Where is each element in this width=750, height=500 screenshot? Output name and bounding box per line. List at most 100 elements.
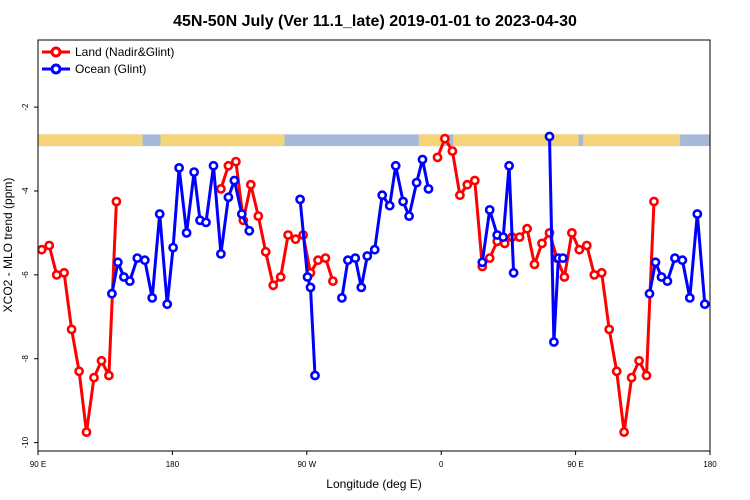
ocean-data-point [549,337,559,347]
land-data-point [313,255,323,266]
ocean-data-point [236,209,247,219]
land-data-point [230,156,241,167]
ocean-data-point [356,282,367,293]
y-tick-label: -6 [21,271,30,279]
land-data-point [454,190,465,201]
land-data-point [604,324,615,335]
ocean-data-point [508,267,519,278]
x-tick-label: 90 E [30,460,46,469]
ocean-data-point [699,299,710,310]
ocean-data-point [677,255,688,266]
ocean-series-line [548,136,563,344]
land-data-point [215,183,226,194]
ocean-data-point [244,225,255,236]
legend-land-label: Land (Nadir&Glint) [75,45,174,59]
land-data-point [268,280,279,291]
land-data-point [44,240,55,251]
ocean-series-line [298,199,317,376]
land-data-point [223,160,234,171]
land-data-point [649,196,659,207]
land-data-point [619,427,629,437]
ocean-data-point [498,232,509,242]
ocean-data-point [384,200,395,211]
land-data-point [89,372,99,383]
ocean-data-point [377,190,388,201]
land-data-point [327,276,338,286]
ocean-data-point [423,183,434,194]
map-strip-land [418,134,445,147]
ocean-data-point [662,276,673,286]
legend-land-marker [50,46,62,58]
land-data-point [38,244,47,255]
ocean-data-point [162,299,173,310]
land-data-point [514,232,525,242]
land-data-point [74,366,84,377]
land-data-point [522,223,532,234]
land-data-point [59,267,69,278]
land-data-point [104,370,114,381]
ocean-data-point [305,282,316,293]
land-data-point [484,253,495,263]
ocean-data-point [229,175,240,186]
ocean-data-point [174,162,184,173]
land-data-point [581,240,592,251]
ocean-data-point [147,292,158,303]
land-data-point [111,196,122,207]
land-data-point [432,152,443,163]
chart-title: 45N-50N July (Ver 11.1_late) 2019-01-01 … [173,13,577,30]
plot-frame [37,39,711,452]
ocean-series [107,131,710,381]
ocean-data-point [124,276,135,286]
legend-ocean-marker [50,63,62,75]
land-data-point [260,246,271,257]
land-data-point [537,238,547,249]
land-data-point [611,366,622,377]
ocean-data-point [139,255,150,266]
ocean-data-point [477,257,488,268]
y-tick-label: -8 [21,355,30,363]
axis-ticks: 90 E 180 90 W 0 90 E 180 -2 -4 -6 -8 -10 [21,103,717,469]
ocean-data-point [692,209,703,219]
ocean-data-point [404,211,414,221]
y-tick-label: -4 [21,187,30,195]
ocean-data-point [154,209,165,219]
land-data-point [641,370,652,381]
land-data-point [320,253,331,263]
series-layer [38,131,710,437]
land-data-point [290,234,301,245]
ocean-data-point [113,257,123,268]
map-strip-land [583,134,681,147]
ocean-data-point [310,370,320,381]
ocean-data-point [644,288,655,299]
ocean-data-point [558,253,568,263]
y-tick-label: -2 [21,103,30,111]
x-tick-label: 180 [166,460,180,469]
land-data-point [96,355,107,366]
legend: Land (Nadir&Glint) Ocean (Glint) [42,45,174,76]
y-axis-label: XCO2 - MLO trend (ppm) [1,178,15,313]
map-strip-ocean [38,134,710,147]
x-tick-label: 180 [703,460,717,469]
ocean-data-point [181,227,192,238]
ocean-data-point [208,160,219,171]
map-strip [38,134,710,147]
ocean-data-point [189,167,199,177]
land-data-point [81,427,92,437]
ocean-data-point [302,272,313,282]
map-strip-land [160,134,285,147]
ocean-data-point [390,160,401,171]
land-data-point [66,324,77,335]
land-data-point [567,227,577,238]
land-data-point [462,179,473,190]
ocean-data-point [336,292,347,303]
land-data-point [447,146,458,156]
ocean-data-point [650,257,661,268]
ocean-data-point [411,177,422,188]
ocean-data-point [484,204,495,215]
x-axis-label: Longitude (deg E) [326,477,421,491]
land-data-point [253,211,264,221]
land-data-point [283,230,293,240]
x-tick-label: 90 E [567,460,583,469]
ocean-data-point [132,253,143,263]
